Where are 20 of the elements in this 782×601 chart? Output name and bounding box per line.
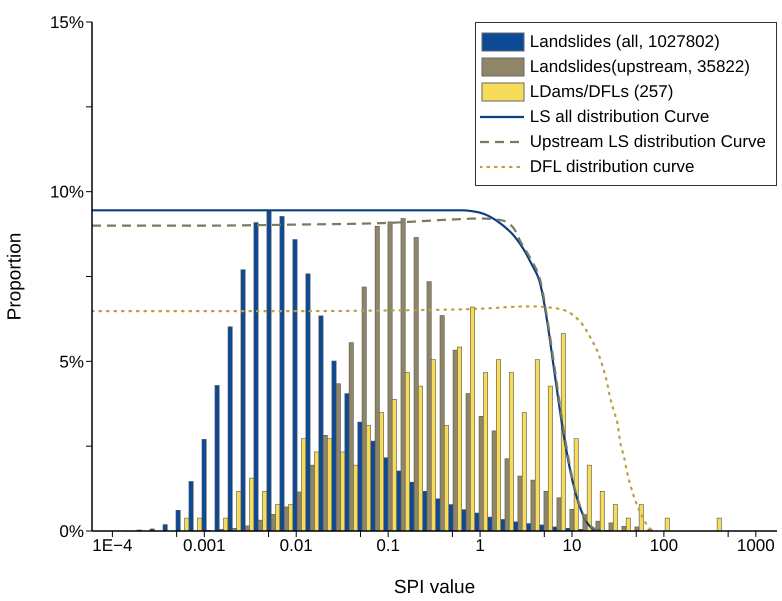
y-axis-title: Proportion xyxy=(4,232,26,320)
legend-label: DFL distribution curve xyxy=(530,156,694,178)
legend-label: Landslides (all, 1027802) xyxy=(530,31,720,53)
y-tick-label: 0% xyxy=(59,522,84,542)
legend-label: LS all distribution Curve xyxy=(530,106,710,128)
y-tick-label: 5% xyxy=(59,352,84,372)
x-tick-label: 0.1 xyxy=(376,536,400,556)
x-axis-title: SPI value xyxy=(394,577,476,598)
y-tick-label: 15% xyxy=(50,13,84,32)
x-tick-label: 10 xyxy=(562,536,582,556)
x-tick-label: 1000 xyxy=(736,536,775,556)
x-tick-label: 0.01 xyxy=(280,536,313,556)
y-tick-label: 10% xyxy=(50,182,84,202)
x-tick-label: 0.001 xyxy=(183,536,226,556)
legend-label: Landslides(upstream, 35822) xyxy=(530,56,750,78)
legend-label: LDams/DFLs (257) xyxy=(530,81,674,103)
x-tick-label: 1 xyxy=(475,536,485,556)
legend-label: Upstream LS distribution Curve xyxy=(530,131,766,153)
x-tick-label: 100 xyxy=(650,536,678,556)
x-tick-label: 1E−4 xyxy=(92,536,132,556)
